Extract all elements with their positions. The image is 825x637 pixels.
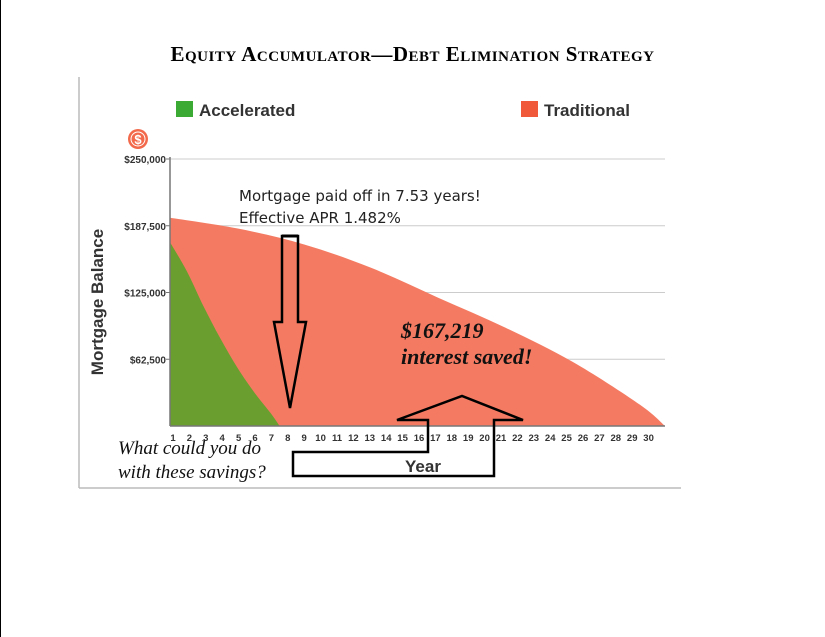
area-traditional: [170, 217, 665, 426]
up-arrow-icon: [291, 394, 524, 478]
x-tick-label-13: 13: [365, 433, 376, 444]
x-tick-label-25: 25: [561, 433, 572, 444]
x-tick-label-10: 10: [315, 433, 326, 444]
x-tick-label-26: 26: [578, 433, 589, 444]
payoff-annotation-line1: Mortgage paid off in 7.53 years!: [239, 187, 481, 205]
savings-label: interest saved!: [401, 344, 532, 369]
legend-swatch-accelerated: [176, 101, 193, 117]
x-tick-label-19: 19: [463, 433, 474, 444]
page-title: Equity Accumulator—Debt Elimination Stra…: [170, 42, 655, 66]
x-tick-label-22: 22: [512, 433, 523, 444]
x-tick-label-12: 12: [348, 433, 359, 444]
legend-swatch-traditional: [521, 101, 538, 117]
x-tick-clip: [667, 430, 707, 446]
x-tick-label-2: 2: [187, 433, 192, 444]
x-tick-label-4: 4: [220, 433, 226, 444]
x-tick-label-21: 21: [496, 433, 507, 444]
x-tick-label-8: 8: [285, 433, 290, 444]
x-tick-label-24: 24: [545, 433, 556, 444]
x-axis-label: Year: [405, 457, 441, 476]
y-tick-label-1: $125,000: [124, 289, 166, 300]
x-tick-label-16: 16: [414, 433, 425, 444]
y-tick-label-2: $187,500: [124, 222, 166, 233]
payoff-annotation-line2: Effective APR 1.482%: [239, 209, 401, 227]
savings-amount: $167,219: [400, 318, 484, 343]
x-tick-label-6: 6: [252, 433, 257, 444]
y-axis-label: Mortgage Balance: [88, 229, 107, 375]
x-tick-label-18: 18: [447, 433, 458, 444]
x-tick-label-29: 29: [627, 433, 638, 444]
area-accelerated: [170, 242, 280, 426]
question-line1: What could you do: [118, 438, 261, 459]
x-tick-label-15: 15: [397, 433, 408, 444]
question-line2: with these savings?: [118, 462, 266, 483]
dollar-coin-icon: $: [128, 129, 148, 149]
x-tick-label-28: 28: [611, 433, 622, 444]
x-tick-label-23: 23: [529, 433, 540, 444]
legend-label-accelerated: Accelerated: [199, 101, 295, 120]
x-tick-label-7: 7: [269, 433, 274, 444]
x-tick-label-9: 9: [302, 433, 307, 444]
x-tick-label-11: 11: [332, 433, 343, 444]
down-arrow-icon: [272, 234, 308, 409]
legend-label-traditional: Traditional: [544, 101, 630, 120]
x-tick-label-27: 27: [594, 433, 605, 444]
y-tick-label-3: $250,000: [124, 155, 166, 166]
x-tick-label-30: 30: [643, 433, 654, 444]
left-border: [0, 0, 1, 637]
x-tick-label-17: 17: [430, 433, 441, 444]
y-tick-label-0: $62,500: [130, 355, 167, 366]
x-tick-label-14: 14: [381, 433, 392, 444]
x-tick-label-3: 3: [203, 433, 208, 444]
x-tick-label-5: 5: [236, 433, 242, 444]
x-tick-label-20: 20: [479, 433, 490, 444]
svg-text:$: $: [134, 132, 142, 147]
x-tick-label-1: 1: [170, 433, 176, 444]
